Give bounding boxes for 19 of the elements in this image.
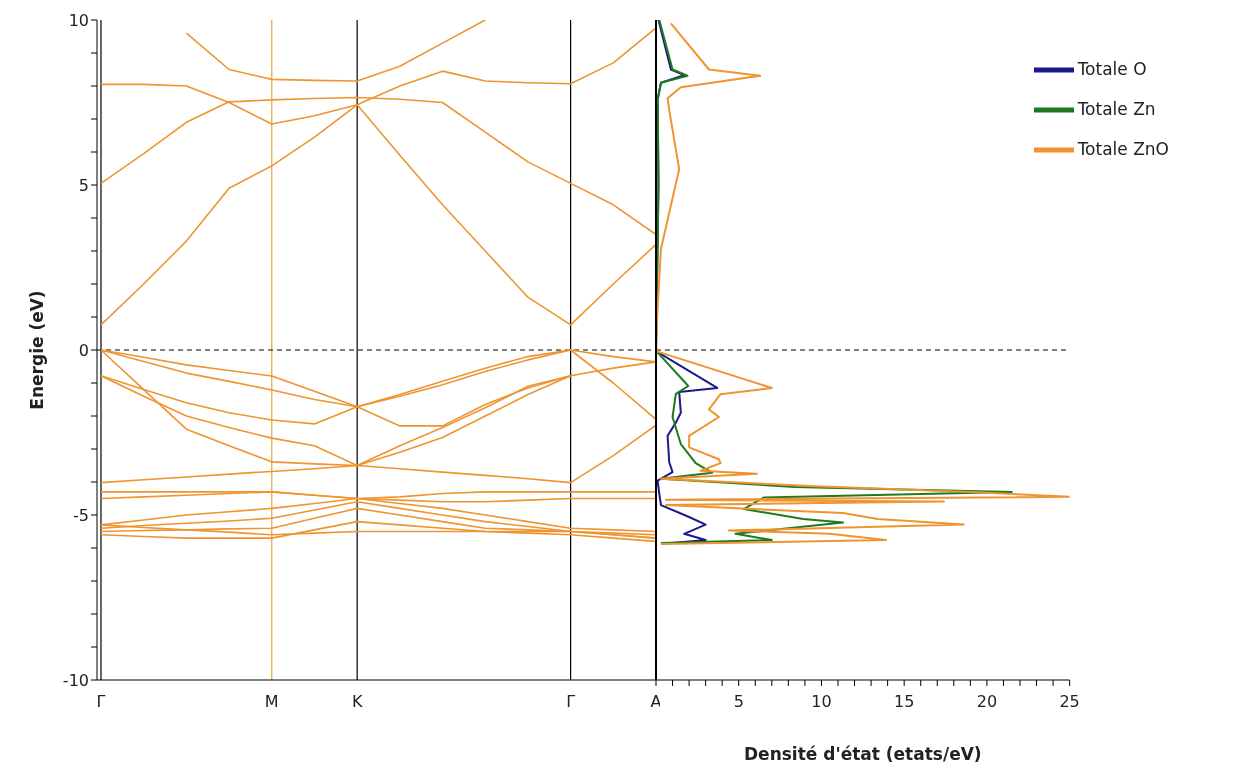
y-tick-label: 5: [78, 175, 89, 195]
legend-label: Totale ZnO: [1077, 139, 1169, 159]
x-axis-title: Densité d'état (etats/eV): [744, 744, 982, 764]
x-tick-label: 25: [1059, 692, 1080, 712]
x-tick-label: 20: [976, 692, 998, 712]
x-tick-label: Γ: [96, 692, 106, 712]
x-tick-label: Γ: [566, 692, 576, 712]
y-tick-label: 0: [78, 340, 89, 360]
x-tick-label: 15: [894, 692, 915, 712]
x-tick-label: K: [351, 692, 363, 712]
y-tick-label: 10: [68, 10, 89, 30]
y-axis-title: Energie (eV): [27, 290, 48, 410]
x-tick-label: M: [264, 692, 279, 712]
y-tick-label: -10: [62, 670, 89, 690]
x-tick-label: 5: [733, 692, 744, 712]
legend-label: Totale O: [1077, 59, 1147, 79]
y-tick-label: -5: [73, 505, 89, 525]
legend-label: Totale Zn: [1077, 99, 1156, 119]
x-tick-label: 10: [811, 692, 832, 712]
